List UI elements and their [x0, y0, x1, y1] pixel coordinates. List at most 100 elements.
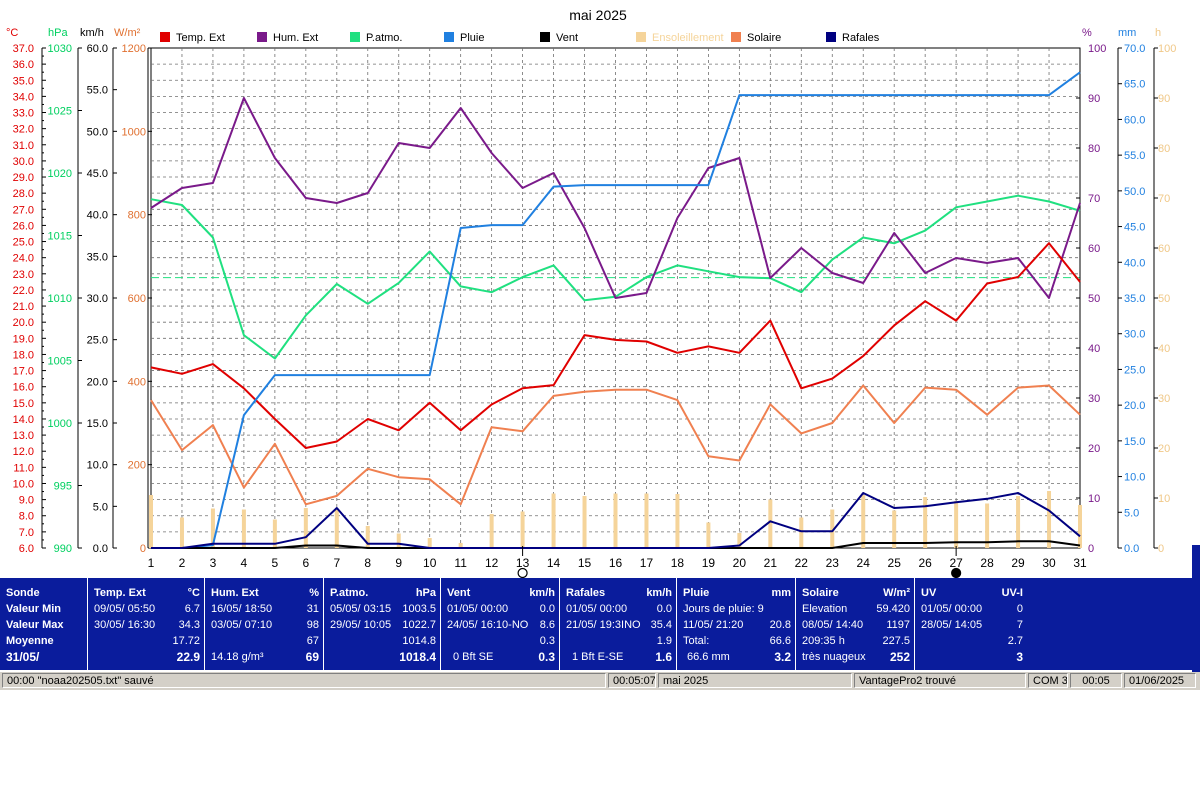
rain-tick-label: 0.0	[1124, 543, 1139, 555]
stats-block-uv: UV UV-I 01/05/ 00:00 0 28/05/ 14:05 7 2.7 3	[915, 578, 1027, 670]
rain-tick-label: 70.0	[1124, 43, 1145, 55]
legend-swatch	[826, 32, 836, 42]
legend-label: Vent	[556, 32, 578, 44]
solar-elev: 59.420	[876, 603, 910, 615]
humidity-tick-label: 40	[1088, 343, 1100, 355]
pressure-tick-label: 1025	[48, 106, 72, 118]
x-tick-label: 3	[210, 556, 217, 570]
solar-tick-label: 200	[128, 460, 146, 472]
temp-unit: °C	[187, 587, 200, 599]
sun-tick-label: 0	[1158, 543, 1164, 555]
sunshine-bar	[613, 493, 618, 548]
pressure-tick-label: 1015	[48, 231, 72, 243]
legend-swatch	[444, 32, 454, 42]
sunshine-bar	[768, 499, 773, 548]
solar-tick-label: 1200	[122, 43, 146, 55]
temp-tick-label: 6.0	[19, 543, 34, 555]
solar-unit: W/m²	[883, 587, 910, 599]
x-tick-label: 16	[609, 556, 623, 570]
sun-tick-label: 90	[1158, 93, 1170, 105]
sunshine-bar	[830, 509, 835, 548]
legend-label: Hum. Ext	[273, 32, 318, 44]
solar-sky: très nuageux	[802, 651, 866, 663]
pressure-tick-label: 1005	[48, 356, 72, 368]
hum-abs: 14.18 g/m³	[211, 651, 264, 663]
legend-label: Solaire	[747, 32, 781, 44]
rain-total: 66.6	[769, 635, 791, 647]
sunshine-bar	[923, 497, 928, 548]
rain-tick-label: 30.0	[1124, 329, 1145, 341]
series-lines	[150, 71, 1081, 549]
sun-tick-label: 100	[1158, 43, 1176, 55]
uv-unit: UV-I	[1001, 587, 1023, 599]
series-line	[151, 492, 1081, 549]
x-tick-label: 11	[454, 556, 467, 570]
legend-swatch	[731, 32, 741, 42]
sunshine-bar	[551, 493, 556, 548]
temp-tick-label: 35.0	[13, 75, 34, 87]
legend-swatch	[636, 32, 646, 42]
stats-block-solar: Solaire W/m² Elevation 59.420 08/05/ 14:40…	[796, 578, 915, 670]
sunshine-bar	[303, 508, 308, 548]
x-tick-label: 28	[980, 556, 994, 570]
sun-tick-label: 50	[1158, 293, 1170, 305]
pressure-tick-label: 1030	[48, 43, 72, 55]
moon-icon	[517, 567, 528, 578]
status-bar: 00:00 "noaa202505.txt" sauvé 00:05:07 ma…	[0, 672, 1200, 690]
x-tick-label: 30	[1042, 556, 1056, 570]
sun-tick-label: 30	[1158, 393, 1170, 405]
press-today: 1018.4	[399, 650, 436, 664]
x-tick-label: 19	[702, 556, 716, 570]
hum-title: Hum. Ext	[211, 587, 259, 599]
legend-label: P.atmo.	[366, 32, 403, 44]
stats-block-wind: Vent km/h 01/05/ 00:00 0.0 24/05/ 16:10-NO…	[441, 578, 560, 670]
gust-avg: 1.9	[656, 635, 672, 647]
axis-units: °C hPa km/h W/m²% mm h	[6, 27, 1161, 39]
wind-today: 0.3	[538, 650, 555, 664]
wind-tick-label: 45.0	[87, 168, 108, 180]
chart-legend: Temp. Ext Hum. Ext P.atmo. Pluie Vent Ensolei…	[160, 32, 880, 44]
sonde-row-avg: Moyenne	[6, 635, 54, 647]
temp-tick-label: 32.0	[13, 124, 34, 136]
sunshine-bar	[1047, 491, 1052, 548]
stats-panel: Sonde Valeur Min Valeur Max Moyenne 31/0…	[0, 578, 1192, 670]
status-station: VantagePro2 trouvé	[854, 673, 1026, 688]
temp-tick-label: 13.0	[13, 430, 34, 442]
press-unit: hPa	[415, 587, 436, 599]
temp-tick-label: 10.0	[13, 478, 34, 490]
status-date: 01/06/2025	[1124, 673, 1196, 688]
pressure-tick-label: 1010	[48, 293, 72, 305]
sunshine-bar	[1078, 505, 1082, 548]
wind-tick-label: 15.0	[87, 418, 108, 430]
sunshine-bar	[241, 509, 246, 548]
temp-tick-label: 17.0	[13, 366, 34, 378]
x-tick-label: 2	[179, 556, 186, 570]
wind-unit-label: km/h	[80, 27, 104, 39]
humidity-tick-label: 60	[1088, 243, 1100, 255]
x-tick-label: 15	[578, 556, 592, 570]
gust-unit: km/h	[646, 587, 672, 599]
rain-total-label: Total:	[683, 635, 710, 647]
temp-tick-label: 31.0	[13, 140, 34, 152]
temp-tick-label: 18.0	[13, 349, 34, 361]
sun-tick-label: 40	[1158, 343, 1170, 355]
stats-block-press: P.atmo. hPa 05/05/ 03:15 1003.5 29/05/ 10:…	[324, 578, 441, 670]
sonde-row-min: Valeur Min	[6, 603, 62, 615]
solar-max: 1197	[886, 619, 910, 631]
x-tick-label: 17	[640, 556, 654, 570]
side-strip	[1192, 545, 1200, 687]
gust-max-date: 21/05/ 19:3INO	[566, 619, 641, 631]
x-tick-label: 29	[1011, 556, 1025, 570]
rain-tick-label: 10.0	[1124, 472, 1145, 484]
temp-tick-label: 30.0	[13, 156, 34, 168]
rain-today: 3.2	[774, 650, 791, 664]
press-min-date: 05/05/ 03:15	[330, 603, 392, 615]
status-message: 00:00 "noaa202505.txt" sauvé	[2, 673, 606, 688]
uv-max-date: 28/05/ 14:05	[921, 619, 983, 631]
sunshine-bars	[149, 491, 1082, 548]
sunshine-bar	[272, 519, 277, 548]
x-tick-label: 1	[148, 556, 155, 570]
x-tick-label: 18	[671, 556, 685, 570]
stats-block-sonde: Sonde Valeur Min Valeur Max Moyenne 31/0…	[0, 578, 88, 670]
solar-avg: 227.5	[882, 635, 910, 647]
